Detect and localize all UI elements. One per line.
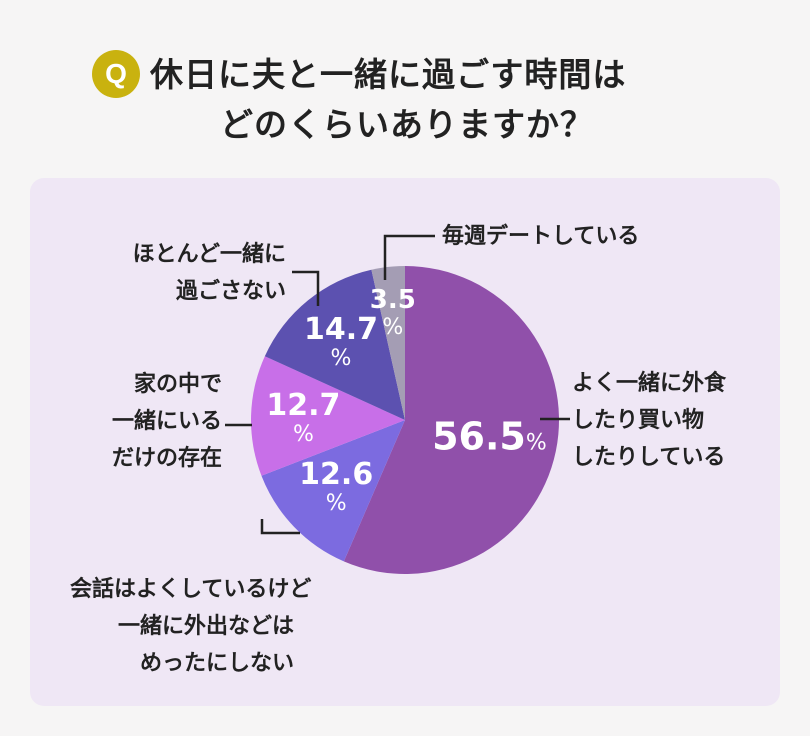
label-connector (260, 519, 300, 535)
slice-label-line: 会話はよくしているけど (70, 577, 312, 602)
pie-slice (343, 266, 560, 574)
question-title: 休日に夫と一緒に過ごす時間は どのくらいありますか？ (150, 50, 710, 150)
slice-label-line: よく一緒に外食 (572, 371, 727, 396)
slice-value-label: 3.5% (370, 285, 416, 340)
label-connector (292, 270, 320, 306)
pie-slice (261, 420, 405, 562)
slice-label-line: したりしている (572, 445, 726, 470)
slice-value-label: 12.7% (266, 388, 340, 447)
slice-label-line: めったにしない (140, 651, 295, 676)
title-line-2: どのくらいありますか？ (220, 105, 594, 144)
slice-label-line: 過ごさない (175, 279, 286, 304)
slice-label-outing: よく一緒に外食 したり買い物 したりしている (572, 365, 726, 476)
slice-label-line: ほとんど一緒に (132, 242, 286, 267)
slice-label-talk-only: 会話はよくしているけど 一緒に外出などは めったにしない (70, 571, 311, 682)
slice-label-weekly-date: 毎週デートしている (442, 218, 639, 255)
slice-value-label: 14.7% (304, 312, 378, 371)
label-connector (383, 234, 435, 280)
slice-label-line: 家の中で (133, 372, 222, 397)
slice-label-rarely: ほとんど一緒に 過ごさない (90, 236, 286, 310)
slice-label-just-home: 家の中で 一緒にいる だけの存在 (92, 366, 222, 477)
title-line-1: 休日に夫と一緒に過ごす時間は (150, 55, 627, 94)
question-badge: Q (92, 50, 140, 98)
chart-panel: 56.5% 12.6% 12.7% 14.7% 3.5% よく一緒に外食 したり買い物 … (30, 178, 780, 706)
slice-value-label: 56.5% (432, 415, 547, 459)
slice-value-label: 12.6% (299, 457, 373, 516)
slice-label-line: したり買い物 (572, 408, 705, 433)
slice-label-line: 一緒にいる (111, 409, 222, 434)
pie-slice (250, 356, 405, 476)
slice-label-line: 毎週デートしている (442, 224, 640, 249)
pie-chart: 56.5% 12.6 % 12.7 % 14.7 %3.5% (225, 234, 570, 574)
slice-label-line: だけの存在 (111, 446, 222, 471)
slice-label-line: 一緒に外出などは (118, 614, 295, 639)
pie-slice (371, 266, 405, 420)
pie-slice (264, 269, 405, 420)
